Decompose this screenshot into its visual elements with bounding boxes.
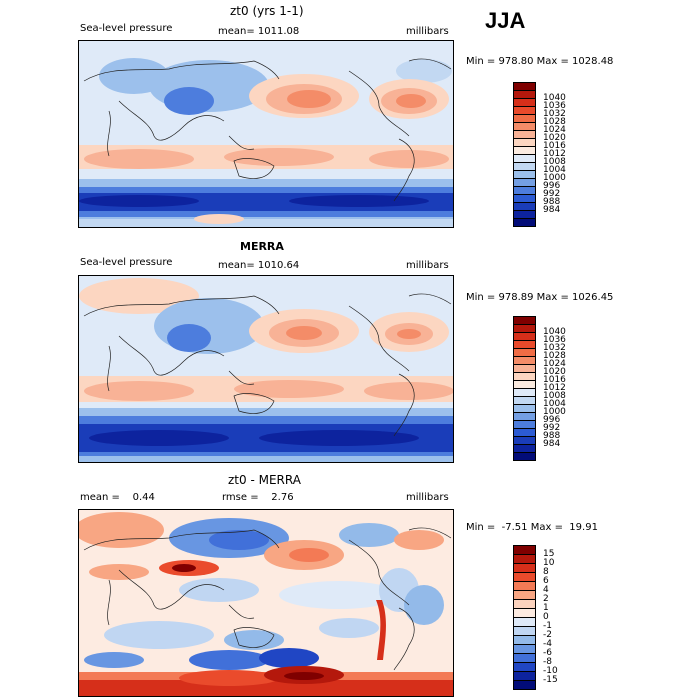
colorbar-label: 1000: [543, 407, 566, 417]
colorbar-label: 992: [543, 423, 561, 433]
panel1-units: millibars: [406, 26, 449, 37]
panel1-field-name: Sea-level pressure: [80, 23, 173, 34]
colorbar-label: 1016: [543, 375, 566, 385]
panel2-title: MERRA: [240, 240, 284, 253]
panel2-units: millibars: [406, 260, 449, 271]
colorbar-label: 4: [543, 585, 549, 595]
panel1-title: zt0 (yrs 1-1): [230, 4, 304, 18]
colorbar-swatch: [513, 218, 536, 227]
colorbar-label: 996: [543, 181, 561, 191]
colorbar-label: 1: [543, 603, 549, 613]
colorbar-label: 1036: [543, 101, 566, 111]
colorbar-label: -2: [543, 630, 552, 640]
colorbar-label: 0: [543, 612, 549, 622]
colorbar-label: 1032: [543, 343, 566, 353]
colorbar-swatch: [513, 452, 536, 461]
panel1-map: [78, 40, 454, 228]
panel3-title: zt0 - MERRA: [228, 473, 301, 487]
colorbar-label: 1012: [543, 149, 566, 159]
colorbar-label: 984: [543, 205, 561, 215]
colorbar-label: 1004: [543, 399, 566, 409]
colorbar-label: 1008: [543, 391, 566, 401]
colorbar-label: 992: [543, 189, 561, 199]
colorbar-label: 1032: [543, 109, 566, 119]
colorbar-label: 1024: [543, 125, 566, 135]
panel2-minmax: Min = 978.89 Max = 1026.45: [466, 292, 614, 303]
panel1-mean: mean= 1011.08: [218, 26, 300, 37]
colorbar-label: 996: [543, 415, 561, 425]
colorbar-label: 1040: [543, 327, 566, 337]
colorbar-label: 1016: [543, 141, 566, 151]
colorbar-label: 1040: [543, 93, 566, 103]
colorbar-label: -4: [543, 639, 552, 649]
panel3-map: [78, 509, 454, 697]
colorbar-label: -8: [543, 657, 552, 667]
colorbar-label: 1000: [543, 173, 566, 183]
colorbar-label: 1036: [543, 335, 566, 345]
colorbar-label: -10: [543, 666, 558, 676]
colorbar-label: 1020: [543, 133, 566, 143]
panel2-mean: mean= 1010.64: [218, 260, 300, 271]
panel2-map: [78, 275, 454, 463]
colorbar-label: 1008: [543, 157, 566, 167]
colorbar-label: 1004: [543, 165, 566, 175]
colorbar-label: -6: [543, 648, 552, 658]
colorbar-label: 1020: [543, 367, 566, 377]
season-label: JJA: [485, 8, 526, 33]
colorbar-label: 8: [543, 567, 549, 577]
colorbar-label: 10: [543, 558, 555, 568]
colorbar-label: -15: [543, 675, 558, 685]
colorbar-label: 984: [543, 439, 561, 449]
colorbar-label: 988: [543, 197, 561, 207]
panel1-minmax: Min = 978.80 Max = 1028.48: [466, 56, 614, 67]
colorbar-swatch: [513, 680, 536, 690]
panel2-field-name: Sea-level pressure: [80, 257, 173, 268]
panel3-minmax: Min = -7.51 Max = 19.91: [466, 522, 598, 533]
colorbar-label: 1024: [543, 359, 566, 369]
colorbar-label: 6: [543, 576, 549, 586]
colorbar-label: 1012: [543, 383, 566, 393]
colorbar-label: -1: [543, 621, 552, 631]
colorbar-label: 1028: [543, 117, 566, 127]
panel3-units: millibars: [406, 492, 449, 503]
colorbar-label: 15: [543, 549, 555, 559]
colorbar-label: 2: [543, 594, 549, 604]
colorbar-label: 1028: [543, 351, 566, 361]
panel3-rmse: rmse = 2.76: [222, 492, 294, 503]
colorbar-label: 988: [543, 431, 561, 441]
panel3-mean: mean = 0.44: [80, 492, 155, 503]
